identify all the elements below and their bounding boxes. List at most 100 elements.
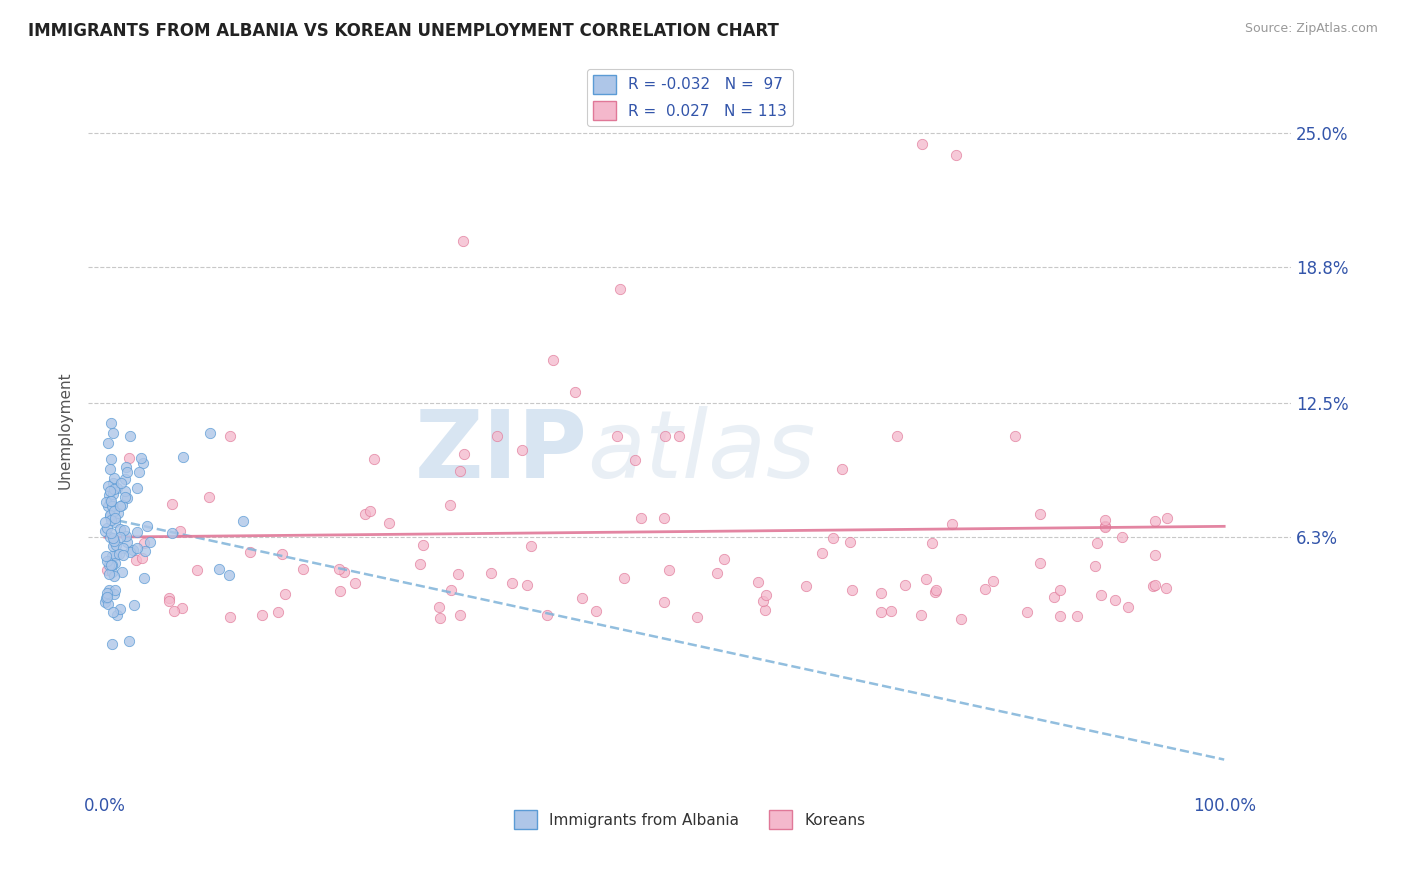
Point xyxy=(134,543,156,558)
Point xyxy=(479,566,502,580)
Point xyxy=(267,605,290,619)
Y-axis label: Unemployment: Unemployment xyxy=(58,371,72,489)
Point xyxy=(98,530,121,544)
Point xyxy=(520,539,543,553)
Point xyxy=(564,385,586,400)
Point xyxy=(115,529,138,543)
Point xyxy=(811,546,834,560)
Point xyxy=(112,548,135,562)
Point xyxy=(122,598,145,612)
Point xyxy=(981,574,1004,589)
Point xyxy=(1156,581,1178,595)
Point xyxy=(103,487,125,501)
Point xyxy=(98,493,121,508)
Point xyxy=(98,488,121,502)
Point xyxy=(163,604,186,618)
Point xyxy=(501,575,523,590)
Point xyxy=(654,428,676,442)
Point xyxy=(115,491,138,505)
Point xyxy=(658,563,681,577)
Point xyxy=(412,539,434,553)
Point xyxy=(112,541,135,556)
Point xyxy=(359,504,381,518)
Point xyxy=(131,550,153,565)
Point xyxy=(754,603,776,617)
Point xyxy=(343,576,366,591)
Point xyxy=(541,353,564,368)
Point xyxy=(924,584,946,599)
Point xyxy=(98,508,121,522)
Point xyxy=(219,610,242,624)
Point xyxy=(169,524,191,539)
Point xyxy=(127,481,149,495)
Point xyxy=(94,516,117,530)
Point xyxy=(974,582,997,596)
Point xyxy=(252,607,274,622)
Point xyxy=(103,482,125,496)
Point xyxy=(910,607,932,622)
Legend: Immigrants from Albania, Koreans: Immigrants from Albania, Koreans xyxy=(508,804,872,835)
Point xyxy=(157,593,180,607)
Point xyxy=(132,571,155,585)
Text: IMMIGRANTS FROM ALBANIA VS KOREAN UNEMPLOYMENT CORRELATION CHART: IMMIGRANTS FROM ALBANIA VS KOREAN UNEMPL… xyxy=(28,22,779,40)
Point xyxy=(94,591,117,605)
Point xyxy=(1104,593,1126,607)
Point xyxy=(97,500,120,514)
Point xyxy=(115,459,138,474)
Point xyxy=(911,137,934,152)
Point xyxy=(198,426,221,441)
Point xyxy=(186,563,208,577)
Point xyxy=(100,526,122,541)
Point xyxy=(172,600,194,615)
Point xyxy=(1094,513,1116,527)
Point xyxy=(1004,428,1026,442)
Point xyxy=(105,607,128,622)
Point xyxy=(103,426,125,441)
Point xyxy=(103,534,125,549)
Point xyxy=(120,428,142,442)
Point xyxy=(100,493,122,508)
Point xyxy=(103,475,125,490)
Point xyxy=(107,506,129,520)
Point xyxy=(1094,520,1116,534)
Point xyxy=(160,525,183,540)
Point xyxy=(98,462,121,476)
Point xyxy=(114,490,136,504)
Point xyxy=(104,511,127,525)
Point xyxy=(218,568,240,582)
Point xyxy=(101,531,124,545)
Point xyxy=(98,483,121,498)
Point xyxy=(232,514,254,528)
Point xyxy=(453,447,475,461)
Point xyxy=(796,579,818,593)
Point xyxy=(429,611,451,625)
Point xyxy=(101,637,124,651)
Point xyxy=(139,535,162,549)
Point xyxy=(103,504,125,518)
Point xyxy=(880,604,903,618)
Text: ZIP: ZIP xyxy=(415,406,588,498)
Point xyxy=(97,558,120,572)
Point xyxy=(1084,558,1107,573)
Point xyxy=(104,583,127,598)
Point xyxy=(585,604,607,618)
Point xyxy=(1116,599,1139,614)
Point xyxy=(118,544,141,558)
Point xyxy=(1094,518,1116,533)
Point xyxy=(447,566,470,581)
Point xyxy=(329,584,352,599)
Point xyxy=(686,609,709,624)
Point xyxy=(114,483,136,498)
Point xyxy=(1143,578,1166,592)
Point xyxy=(449,607,471,622)
Point xyxy=(945,148,967,162)
Point xyxy=(96,586,118,600)
Point xyxy=(101,605,124,619)
Point xyxy=(1049,609,1071,624)
Point xyxy=(129,451,152,466)
Point xyxy=(925,582,948,597)
Point xyxy=(271,547,294,561)
Point xyxy=(96,521,118,535)
Point xyxy=(101,549,124,564)
Point xyxy=(755,588,778,602)
